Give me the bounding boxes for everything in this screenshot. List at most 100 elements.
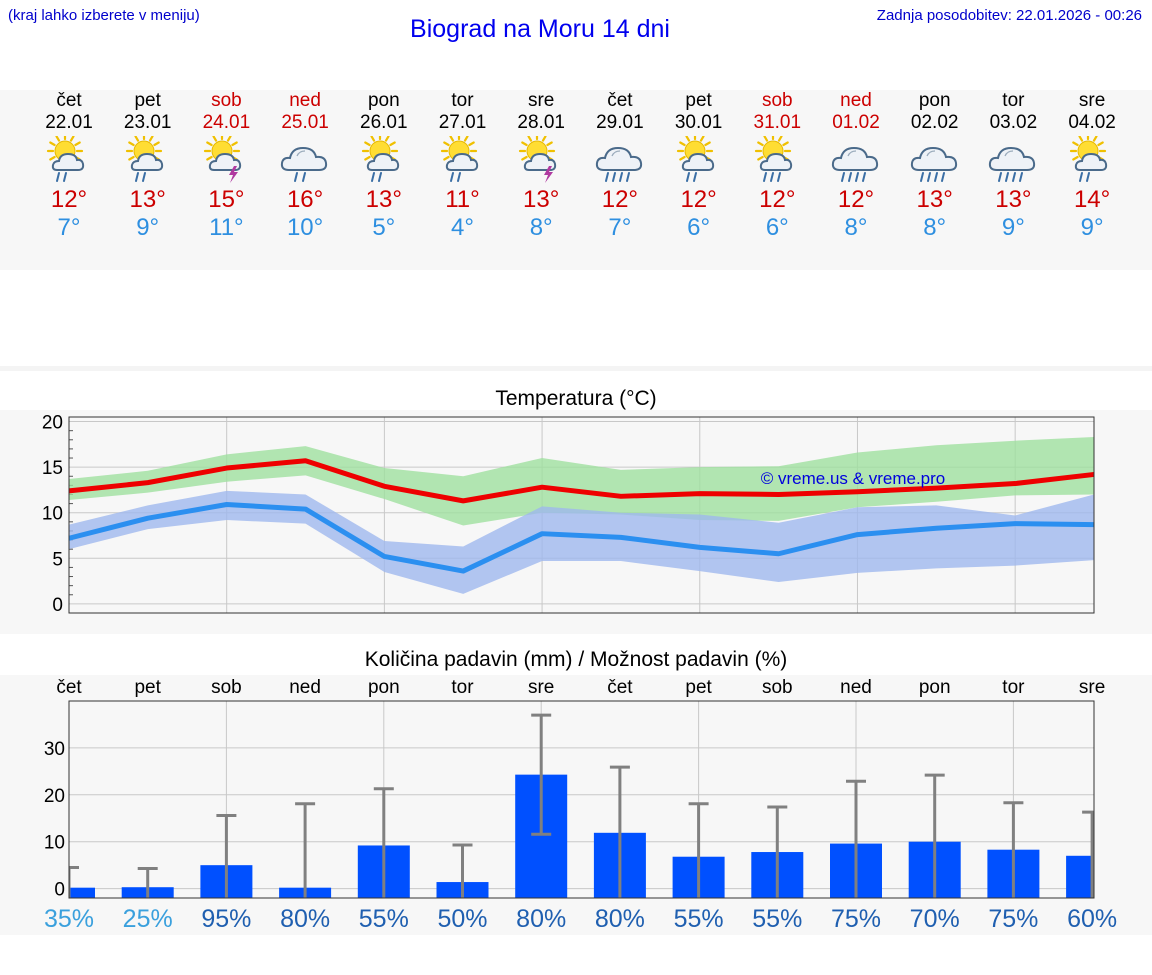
sun-cloud-rain-icon	[676, 136, 714, 182]
min-temperature: 11°	[209, 214, 244, 241]
forecast-day: sob 24.01 15° 11°	[186, 90, 266, 265]
last-update: Zadnja posodobitev: 22.01.2026 - 00:26	[876, 7, 1142, 24]
precipitation-probability: 55%	[674, 905, 724, 933]
forecast-day: tor 03.02 13° 9°	[973, 90, 1053, 265]
day-name: sob	[761, 90, 793, 111]
x-category-label: pet	[134, 677, 161, 698]
sun-cloud-rain-icon	[361, 136, 399, 182]
page-title: Biograd na Moru 14 dni	[410, 15, 670, 43]
plot-frame	[68, 416, 1095, 614]
y-tick-label: 5	[52, 549, 63, 570]
precipitation-probability: 35%	[44, 905, 94, 933]
min-temperature: 10°	[286, 214, 324, 241]
max-temperature: 12°	[759, 186, 796, 213]
x-category-label: ned	[289, 677, 321, 698]
cloud-heavy-rain-icon	[989, 146, 1036, 182]
watermark: © vreme.us & vreme.pro	[761, 469, 945, 488]
precipitation-probability: 80%	[280, 905, 330, 933]
min-temperature-range	[69, 490, 1094, 594]
y-tick-label: 0	[54, 880, 65, 901]
day-date: 26.01	[360, 112, 408, 133]
precipitation-probability: 50%	[437, 905, 487, 933]
min-temperature: 5°	[372, 214, 396, 241]
precipitation-bar	[1066, 855, 1094, 898]
forecast-strip	[0, 90, 1152, 270]
day-date: 28.01	[517, 112, 565, 133]
temperature-chart-title: Temperatura (°C)	[495, 387, 657, 410]
sun-cloud-rain-icon	[125, 136, 163, 182]
x-category-label: tor	[1002, 677, 1025, 698]
precipitation-probability: 75%	[988, 905, 1038, 933]
max-temperature: 15°	[208, 186, 245, 213]
sun-thunder-icon	[519, 136, 557, 183]
x-category-label: sob	[211, 677, 242, 698]
y-tick-label: 0	[52, 595, 63, 616]
day-date: 30.01	[674, 112, 723, 133]
day-date: 03.02	[989, 112, 1038, 133]
forecast-day: pon 26.01 13° 5°	[344, 90, 424, 265]
y-tick-label: 20	[42, 413, 63, 434]
precipitation-chart-title: Količina padavin (mm) / Možnost padavin …	[364, 648, 788, 671]
day-name: čet	[56, 90, 82, 111]
sun-cloud-heavy-rain-icon	[755, 136, 793, 182]
day-name: sre	[1078, 90, 1106, 111]
precipitation-probability: 75%	[831, 905, 881, 933]
forecast-day: pon 02.02 13° 8°	[895, 90, 975, 265]
day-date: 29.01	[596, 112, 644, 133]
cloud-heavy-rain-icon	[831, 146, 879, 182]
max-temperature-range	[69, 437, 1094, 526]
precipitation-probability: 55%	[752, 905, 802, 933]
x-category-label: ned	[840, 677, 872, 698]
forecast-day: čet 29.01 12° 7°	[580, 90, 660, 265]
x-category-label: pet	[685, 677, 712, 698]
forecast-day: pet 23.01 13° 9°	[108, 90, 188, 265]
forecast-day: čet 22.01 12° 7°	[29, 90, 109, 265]
precipitation-bar	[69, 887, 95, 898]
max-temperature: 13°	[995, 186, 1032, 213]
divider	[0, 366, 1152, 371]
day-name: sre	[527, 90, 555, 111]
x-category-label: sre	[1079, 677, 1105, 698]
day-date: 22.01	[45, 112, 93, 133]
cloud-heavy-rain-icon	[910, 146, 957, 182]
min-temperature: 8°	[529, 214, 553, 241]
sun-cloud-rain-icon	[1069, 136, 1108, 182]
max-temperature: 12°	[601, 186, 639, 213]
min-temperature: 6°	[687, 214, 711, 241]
min-temperature: 7°	[608, 214, 632, 241]
x-category-label: čet	[607, 677, 633, 698]
forecast-day: pet 30.01 12° 6°	[659, 90, 739, 265]
x-category-label: pon	[368, 677, 400, 698]
max-temperature: 11°	[445, 186, 480, 213]
precipitation-probability: 80%	[595, 905, 645, 933]
precipitation-probability: 95%	[201, 905, 251, 933]
forecast-day: sob 31.01 12° 6°	[737, 90, 817, 265]
day-name: pon	[918, 90, 951, 111]
min-temperature-line	[68, 502, 1095, 574]
min-temperature: 4°	[451, 214, 474, 241]
day-name: ned	[289, 90, 321, 111]
day-name: tor	[451, 90, 474, 111]
temperature-chart: 0 5 10 15 20 © vreme.us & vreme.pro	[42, 413, 1095, 616]
precipitation-probability: 60%	[1067, 905, 1117, 933]
location-hint: (kraj lahko izberete v meniju)	[8, 7, 200, 24]
precipitation-probability: 25%	[123, 905, 173, 933]
y-tick-label: 15	[42, 458, 63, 479]
day-date: 31.01	[753, 112, 802, 133]
x-category-label: sob	[762, 677, 793, 698]
x-category-label: tor	[451, 677, 474, 698]
forecast-day: sre 04.02 14° 9°	[1052, 90, 1132, 265]
max-temperature-line	[68, 458, 1095, 504]
min-temperature: 6°	[765, 214, 789, 241]
max-temperature: 12°	[837, 186, 875, 213]
day-date: 04.02	[1068, 112, 1116, 133]
min-temperature: 8°	[844, 214, 868, 241]
min-temperature: 9°	[1080, 214, 1104, 241]
max-temperature: 12°	[680, 186, 717, 213]
forecast-day: ned 25.01 16° 10°	[265, 90, 345, 265]
day-name: ned	[840, 90, 872, 111]
max-temperature: 16°	[286, 186, 324, 213]
day-name: pet	[134, 90, 161, 111]
x-category-label: čet	[56, 677, 82, 698]
day-name: tor	[1002, 90, 1025, 111]
